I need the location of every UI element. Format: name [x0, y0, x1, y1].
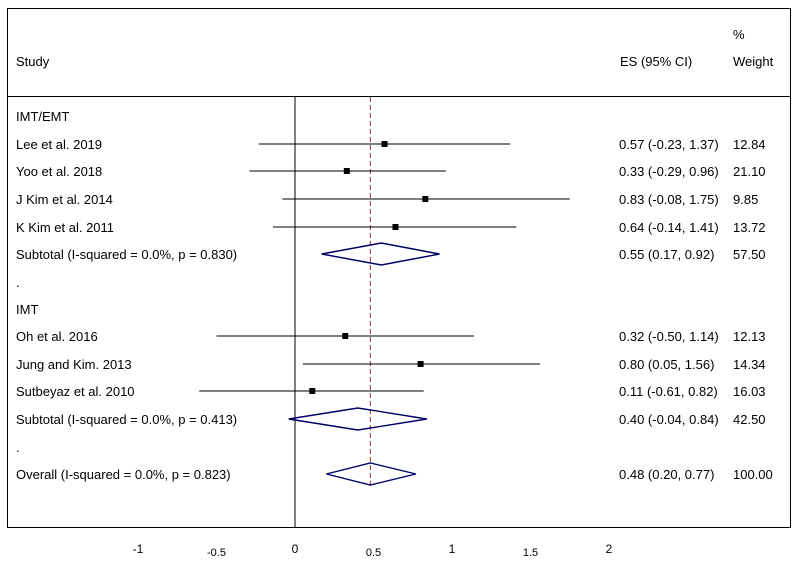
row-es-ci: 0.33 (-0.29, 0.96) [619, 164, 719, 179]
row-label-study: K Kim et al. 2011 [16, 220, 114, 235]
row-label-subtotal: Subtotal (I-squared = 0.0%, p = 0.413) [16, 412, 237, 427]
x-tick-label: 1.5 [523, 547, 538, 559]
row-label-spacer: . [16, 440, 20, 455]
row-weight: 14.34 [733, 357, 766, 372]
row-es-ci: 0.55 (0.17, 0.92) [619, 247, 714, 262]
row-label-spacer: . [16, 275, 20, 290]
header-es: ES (95% CI) [620, 54, 692, 69]
row-label-study: Yoo et al. 2018 [16, 164, 102, 179]
row-label-study: Oh et al. 2016 [16, 329, 98, 344]
header-weight: Weight [733, 54, 774, 69]
plot-frame [7, 8, 791, 528]
header-study: Study [16, 54, 50, 69]
effect-point [422, 196, 429, 202]
row-label-study: Lee et al. 2019 [16, 137, 102, 152]
rows-layer: IMT/EMT Lee et al. 2019 0.57 (-0.23, 1.37)… [16, 109, 773, 486]
row-es-ci: 0.32 (-0.50, 1.14) [619, 329, 719, 344]
effect-point [309, 388, 316, 394]
row-weight: 100.00 [733, 467, 773, 482]
row-weight: 21.10 [733, 164, 766, 179]
row-weight: 16.03 [733, 384, 766, 399]
subtotal-diamond [288, 407, 427, 431]
effect-point [343, 168, 350, 174]
row-label-group: IMT [16, 302, 38, 317]
effect-point [342, 333, 349, 339]
effect-point [392, 224, 399, 230]
x-tick-label: 0 [292, 542, 299, 556]
header-weight-percent: % [733, 27, 745, 42]
x-tick-label: 2 [606, 542, 613, 556]
row-weight: 42.50 [733, 412, 766, 427]
row-es-ci: 0.83 (-0.08, 1.75) [619, 192, 719, 207]
row-label-study: J Kim et al. 2014 [16, 192, 113, 207]
effect-point [381, 141, 388, 147]
row-es-ci: 0.80 (0.05, 1.56) [619, 357, 714, 372]
row-label-group: IMT/EMT [16, 109, 69, 124]
row-weight: 57.50 [733, 247, 766, 262]
row-weight: 12.84 [733, 137, 766, 152]
row-label-study: Sutbeyaz et al. 2010 [16, 384, 135, 399]
subtotal-diamond [321, 242, 440, 266]
x-axis: -1 -0.5 0 0.5 1 1.5 2 [133, 542, 613, 559]
row-es-ci: 0.48 (0.20, 0.77) [619, 467, 714, 482]
row-es-ci: 0.11 (-0.61, 0.82) [619, 384, 718, 399]
x-tick-label: 0.5 [366, 547, 381, 559]
x-tick-label: 1 [449, 542, 456, 556]
row-es-ci: 0.64 (-0.14, 1.41) [619, 220, 719, 235]
row-es-ci: 0.40 (-0.04, 0.84) [619, 412, 719, 427]
row-label-overall: Overall (I-squared = 0.0%, p = 0.823) [16, 467, 231, 482]
effect-point [417, 361, 424, 367]
row-es-ci: 0.57 (-0.23, 1.37) [619, 137, 719, 152]
row-label-study: Jung and Kim. 2013 [16, 357, 132, 372]
row-label-subtotal: Subtotal (I-squared = 0.0%, p = 0.830) [16, 247, 237, 262]
x-tick-label: -1 [133, 542, 144, 556]
x-tick-label: -0.5 [207, 547, 226, 559]
row-weight: 9.85 [733, 192, 758, 207]
row-weight: 13.72 [733, 220, 766, 235]
overall-diamond [326, 462, 417, 486]
row-weight: 12.13 [733, 329, 766, 344]
